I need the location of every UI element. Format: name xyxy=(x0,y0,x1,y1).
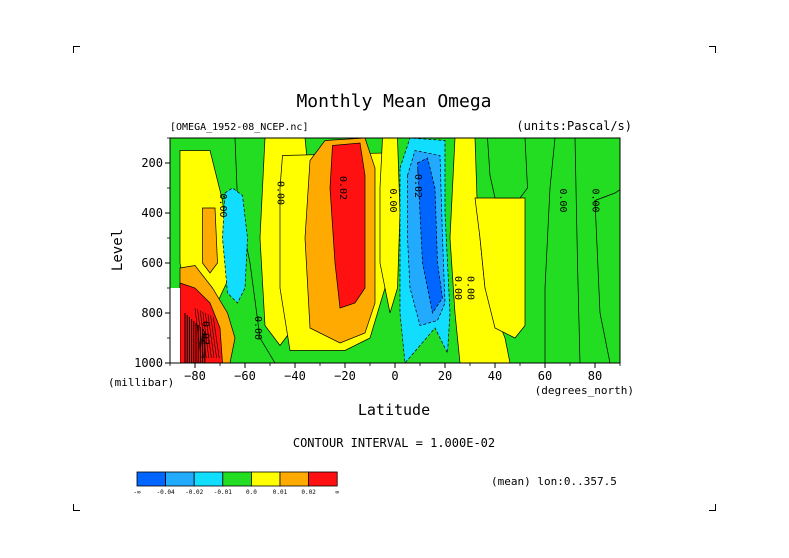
colorbar-label: 0.01 xyxy=(273,489,288,496)
contour-label: 0.00 xyxy=(590,188,601,212)
colorbar-label: 0.0 xyxy=(246,489,257,496)
colorbar-label: -0.01 xyxy=(214,489,232,496)
chart-title: Monthly Mean Omega xyxy=(296,91,491,112)
contour-label: 0.00 xyxy=(452,276,463,300)
contour-region-yellow xyxy=(379,138,401,314)
colorbar-label: -0.04 xyxy=(157,489,175,496)
contour-interval-text: CONTOUR INTERVAL = 1.000E-02 xyxy=(293,436,495,450)
x-axis-label: Latitude xyxy=(358,401,430,419)
y-tick-label: 600 xyxy=(141,256,163,270)
dense-contour-line xyxy=(212,316,220,359)
colorbar-label: -0.02 xyxy=(185,489,203,496)
corner-mark-bottom-left xyxy=(73,504,80,511)
colorbar-swatch xyxy=(165,471,195,487)
contour-labels: 0.000.00 0.020.00-0.020.00 0.000.000.020.0… xyxy=(200,168,601,345)
plot-area: 0.000.00 0.020.00-0.020.00 0.000.000.020.0… xyxy=(169,137,621,364)
dense-contour-line xyxy=(205,312,212,359)
contour-region-cyan xyxy=(222,187,248,304)
colorbar: -∞ -0.04 -0.02 -0.01 0.0 0.01 0.02 ∞ xyxy=(133,471,339,496)
page-corner-marks xyxy=(73,46,716,511)
colorbar-swatch xyxy=(193,471,224,487)
contour-region-yellow xyxy=(449,138,511,363)
colorbar-label: ∞ xyxy=(335,489,339,496)
contour-region-blue1 xyxy=(417,157,443,314)
x-tick-label: 40 xyxy=(488,369,502,383)
dense-contour-line xyxy=(194,307,202,359)
y-tick-label: 200 xyxy=(141,156,163,170)
x-tick-label: −80 xyxy=(184,369,206,383)
terrain-hatch xyxy=(170,288,220,363)
contour-label: -0.02 xyxy=(412,168,423,198)
corner-mark-bottom-right xyxy=(709,504,716,511)
units-label: (units:Pascal/s) xyxy=(516,119,632,133)
y-axis-ticks: 200 400 600 800 1000 xyxy=(134,137,170,370)
contour-region-orange xyxy=(202,207,218,274)
colorbar-swatch xyxy=(136,471,167,487)
contour-label: 0.00 xyxy=(252,316,263,340)
x-tick-label: 80 xyxy=(588,369,602,383)
colorbar-swatch xyxy=(250,471,281,487)
contour-label: 0.00 xyxy=(465,276,476,300)
contour-label: 0.00 xyxy=(557,188,568,212)
contour-region-green xyxy=(544,138,581,363)
contour-label: 0.00 xyxy=(387,188,398,212)
missing-data-area xyxy=(170,288,180,363)
dense-contour-line xyxy=(202,311,210,359)
contour-region-green xyxy=(487,138,528,199)
contour-label: 0.02 xyxy=(337,176,348,200)
x-tick-label: −20 xyxy=(334,369,356,383)
contour-label: 0.00 xyxy=(275,181,286,205)
dense-contour-line xyxy=(197,309,204,359)
y-axis-label: Level xyxy=(110,229,126,271)
file-label: [OMEGA_1952-08_NCEP.nc] xyxy=(170,122,308,133)
contour-region-green xyxy=(594,189,620,363)
x-tick-label: 20 xyxy=(438,369,452,383)
dense-contour-line xyxy=(207,314,215,359)
y-tick-label: 1000 xyxy=(134,356,163,370)
contour-region-red xyxy=(329,142,366,309)
y-tick-label: 400 xyxy=(141,206,163,220)
x-axis-ticks: −80 −60 −40 −20 0 20 40 60 80 xyxy=(169,363,621,383)
contour-region-yellow xyxy=(474,197,526,339)
contour-label: 0.00 xyxy=(217,193,228,217)
x-tick-label: −60 xyxy=(234,369,256,383)
colorbar-swatch xyxy=(279,471,310,487)
dense-contour-line xyxy=(199,310,207,359)
colorbar-swatch xyxy=(222,471,252,487)
corner-mark-top-right xyxy=(709,46,716,53)
mean-text: (mean) lon:0..357.5 xyxy=(491,475,617,488)
dense-contour-line xyxy=(210,315,217,359)
colorbar-swatch xyxy=(308,471,338,487)
x-tick-label: 0 xyxy=(391,369,398,383)
contour-fill-regions xyxy=(170,138,620,363)
colorbar-label: -∞ xyxy=(133,489,141,496)
x-tick-label: −40 xyxy=(284,369,306,383)
y-tick-label: 800 xyxy=(141,306,163,320)
contour-label: 0.02 xyxy=(200,321,211,345)
x-axis-units: (degrees_north) xyxy=(535,384,634,397)
corner-mark-top-left xyxy=(73,46,80,53)
colorbar-label: 0.02 xyxy=(301,489,316,496)
y-axis-units: (millibar) xyxy=(108,376,174,389)
x-tick-label: 60 xyxy=(538,369,552,383)
